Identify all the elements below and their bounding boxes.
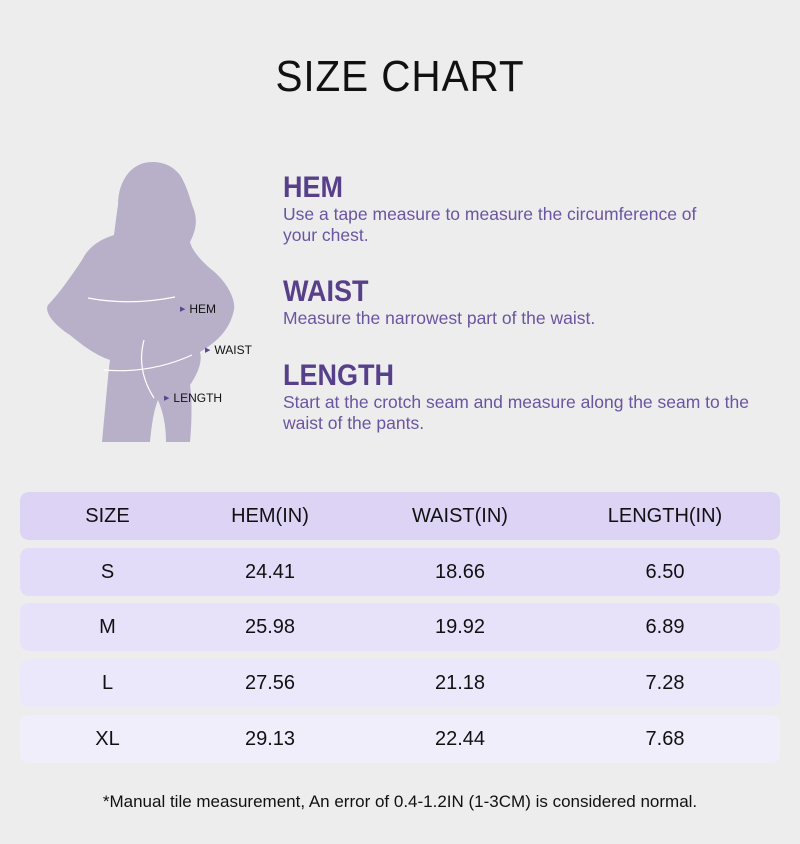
table-cell: M — [99, 615, 116, 638]
table-cell: 7.28 — [645, 671, 685, 694]
section-heading: HEM — [283, 171, 344, 204]
table-cell: 27.56 — [244, 671, 296, 694]
figure-label-waist-text: WAIST — [214, 343, 252, 357]
section-text: Start at the crotch seam and measure alo… — [283, 392, 749, 433]
table-cell: S — [100, 560, 115, 583]
table-row: S 24.41 18.66 6.50 — [20, 548, 780, 596]
header-cell: LENGTH(IN) — [607, 504, 723, 527]
figure-label-length-text: LENGTH — [173, 391, 223, 405]
table-row: L 27.56 21.18 7.28 — [20, 659, 780, 707]
table-cell: 29.13 — [244, 727, 296, 750]
table-cell: 18.66 — [434, 560, 486, 583]
pointer-icon: ▶ — [205, 347, 211, 354]
section-heading: WAIST — [283, 275, 369, 308]
waist-line — [103, 354, 193, 372]
figure-label-hem: ▶ HEM — [180, 302, 216, 316]
table-cell: 7.68 — [645, 727, 685, 750]
table-cell: 22.44 — [434, 727, 486, 750]
section-length: LENGTH Start at the crotch seam and meas… — [283, 360, 773, 434]
table-row: M 25.98 19.92 6.89 — [20, 603, 780, 651]
table-cell: 6.89 — [645, 615, 685, 638]
header-cell: WAIST(IN) — [412, 504, 508, 527]
table-cell: L — [101, 671, 114, 694]
section-hem: HEM Use a tape measure to measure the ci… — [283, 172, 743, 246]
page-title: SIZE CHART — [275, 52, 525, 101]
pointer-icon: ▶ — [164, 395, 170, 402]
figure-label-hem-text: HEM — [189, 302, 217, 316]
pointer-icon: ▶ — [180, 306, 186, 313]
body-silhouette: ▶ HEM ▶ WAIST ▶ LENGTH — [40, 160, 280, 445]
section-text: Measure the narrowest part of the waist. — [283, 308, 596, 328]
section-waist: WAIST Measure the narrowest part of the … — [283, 276, 763, 329]
table-cell: 6.50 — [645, 560, 685, 583]
header-cell: SIZE — [85, 504, 130, 527]
section-text: Use a tape measure to measure the circum… — [283, 204, 697, 245]
table-row: XL 29.13 22.44 7.68 — [20, 715, 780, 763]
table-header-row: SIZE HEM(IN) WAIST(IN) LENGTH(IN) — [20, 492, 780, 540]
measurement-note: *Manual tile measurement, An error of 0.… — [102, 792, 698, 811]
table-cell: 25.98 — [244, 615, 296, 638]
table-cell: 24.41 — [244, 560, 296, 583]
figure-label-length: ▶ LENGTH — [164, 391, 222, 405]
table-cell: XL — [95, 727, 120, 750]
hem-line — [87, 296, 176, 303]
length-line — [141, 339, 155, 399]
table-cell: 21.18 — [434, 671, 486, 694]
header-cell: HEM(IN) — [231, 504, 309, 527]
table-cell: 19.92 — [434, 615, 486, 638]
section-heading: LENGTH — [283, 359, 394, 392]
figure-label-waist: ▶ WAIST — [205, 343, 252, 357]
